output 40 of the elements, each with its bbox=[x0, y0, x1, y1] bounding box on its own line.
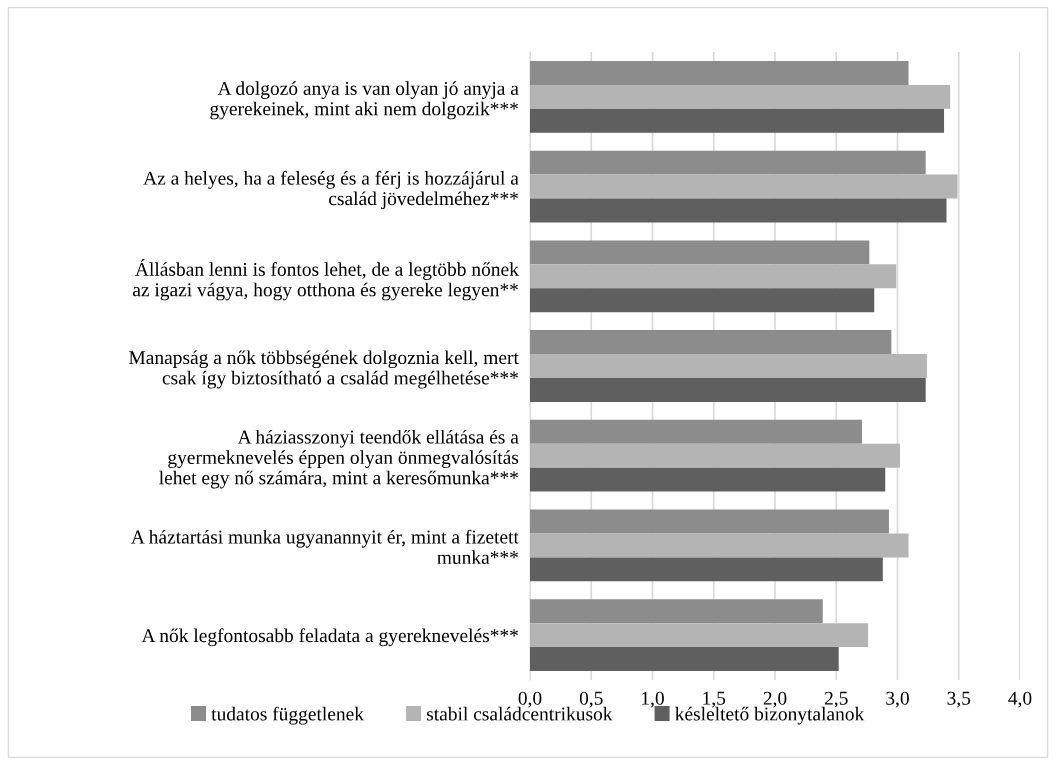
bar bbox=[530, 533, 909, 558]
x-tick-label: 1,0 bbox=[642, 691, 664, 708]
bar bbox=[530, 623, 869, 648]
bar bbox=[530, 108, 945, 133]
x-tick-label: 2,5 bbox=[824, 691, 848, 708]
bar bbox=[530, 330, 892, 355]
bar bbox=[530, 174, 958, 199]
bar bbox=[530, 150, 926, 175]
y-tick-label: A dolgozó anya is van olyan jó anyja a gyerekeinek, mint aki nem dolgozik*** bbox=[210, 81, 519, 120]
x-tick-label: 4,0 bbox=[1008, 691, 1032, 708]
y-tick-label: A háztartási munka ugyanannyit ér, mint a fizetett munka*** bbox=[131, 529, 519, 565]
bar bbox=[530, 84, 951, 109]
x-tick-label: 3,0 bbox=[886, 691, 909, 708]
bar bbox=[530, 647, 839, 672]
bar bbox=[530, 509, 889, 534]
x-tick-label: 2,0 bbox=[763, 691, 787, 708]
x-tick-label: 3,5 bbox=[947, 691, 971, 708]
x-tick-label: 0,5 bbox=[579, 691, 603, 708]
bar bbox=[530, 557, 883, 582]
y-tick-label: Állásban lenni is fontos lehet, de a legtöbb nőnek az igazi vágya, hogy otthona és gyereke legyen** bbox=[132, 259, 519, 301]
bar bbox=[530, 240, 870, 265]
legend-label: stabil családcentrikusok bbox=[427, 706, 613, 721]
y-tick-label: Manapság a nők többségének dolgoznia kell, mert csak így biztosítható a család megélhetése*** bbox=[129, 350, 519, 389]
y-tick-label: A nők legfontosabb feladata a gyereknevelés*** bbox=[141, 628, 518, 647]
bar bbox=[530, 599, 823, 624]
bar bbox=[530, 60, 909, 85]
bar bbox=[530, 264, 897, 289]
legend-label: tudatos függetlenek bbox=[211, 706, 364, 725]
bar bbox=[530, 198, 947, 223]
y-tick-label: Az a helyes, ha a feleség és a férj is hozzájárul a család jövedelméhez*** bbox=[143, 170, 519, 210]
y-tick-label: A háziasszonyi teendők ellátása és a gyermeknevelés éppen olyan önmegvalósítás lehet egy nő számára, mint a keresőmunka*** bbox=[159, 429, 519, 489]
bar bbox=[530, 467, 886, 492]
bar bbox=[530, 288, 875, 313]
x-tick-label: 1,5 bbox=[703, 691, 726, 708]
legend-label: késleltető bizonytalanok bbox=[675, 706, 865, 725]
bar bbox=[530, 443, 900, 468]
bar bbox=[530, 419, 862, 444]
bar bbox=[530, 377, 926, 402]
x-tick-label: 0,0 bbox=[518, 691, 542, 708]
bar bbox=[530, 354, 927, 378]
